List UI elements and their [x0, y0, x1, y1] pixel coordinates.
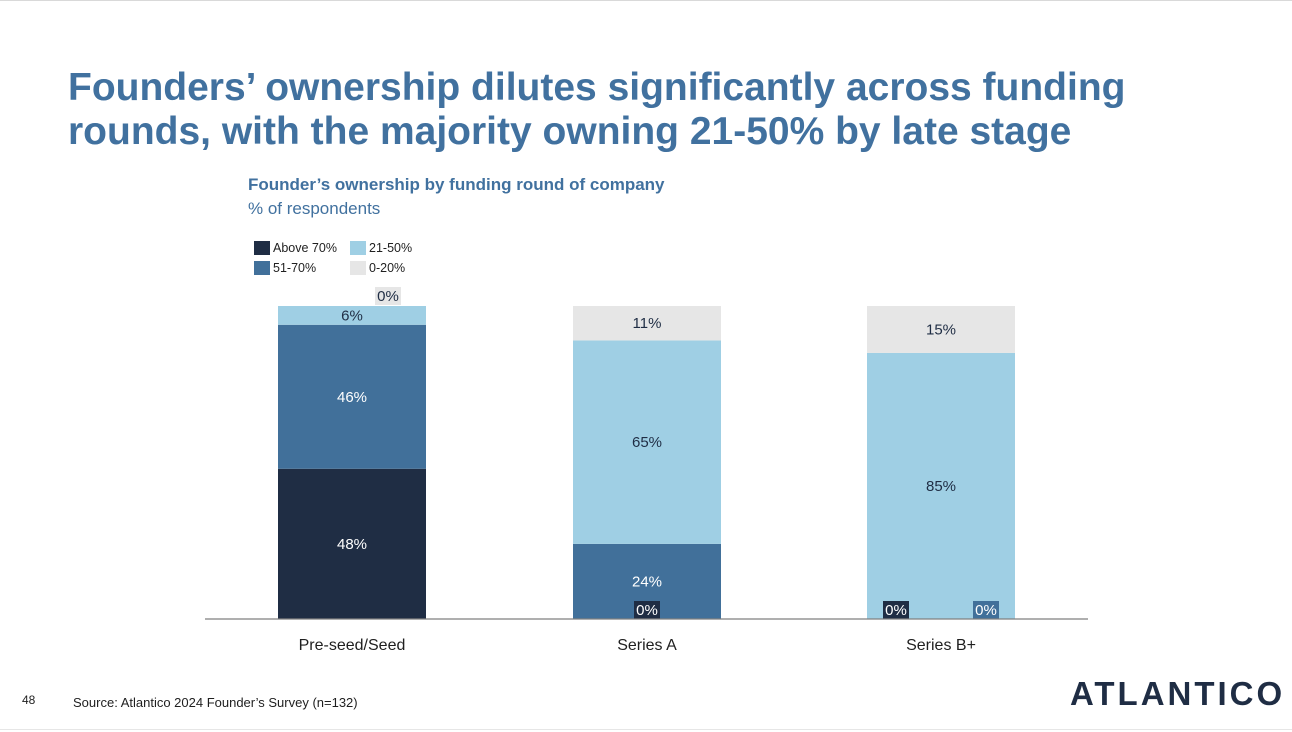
legend-swatch-0-20: [350, 261, 366, 275]
chart-units: % of respondents: [248, 199, 381, 218]
data-label-series-b-21-50: 85%: [926, 478, 956, 495]
data-label-pre-seed-seed-0-20: 0%: [377, 288, 399, 305]
data-label-pre-seed-seed-21-50: 6%: [341, 307, 363, 324]
bar-series-a-21-50: [573, 340, 721, 544]
legend-swatch-above-70: [254, 241, 270, 255]
slide-title-line-1: Founders’ ownership dilutes significantl…: [68, 66, 1126, 109]
page-number: 48: [22, 693, 36, 707]
data-label-series-b-51-70: 0%: [975, 602, 997, 619]
x-tick-label-series-b: Series B+: [906, 637, 976, 654]
legend-swatch-21-50: [350, 241, 366, 255]
data-label-series-a-51-70: 24%: [632, 573, 662, 590]
x-tick-label-series-a: Series A: [617, 637, 677, 654]
legend-label-51-70: 51-70%: [273, 261, 317, 275]
slide-title: Founders’ ownership dilutes significantl…: [68, 66, 1218, 154]
bar-series-b-0-20: [867, 306, 1015, 353]
x-tick-label-pre-seed-seed: Pre-seed/Seed: [299, 637, 406, 654]
zero-tag-bg-series-b-51-70: [973, 601, 999, 619]
data-label-series-b-above-70: 0%: [885, 602, 907, 619]
legend-label-0-20: 0-20%: [369, 261, 406, 275]
legend-item-above-70: Above 70%: [254, 241, 337, 255]
top-rule: [0, 0, 1292, 1]
zero-tag-bg-pre-seed-seed-0-20: [375, 287, 401, 305]
data-label-series-a-above-70: 0%: [636, 602, 658, 619]
bar-series-b-21-50: [867, 352, 1015, 619]
zero-tag-bg-series-a-above-70: [634, 601, 660, 619]
source-note: Source: Atlantico 2024 Founder’s Survey …: [73, 695, 358, 710]
legend-swatch-51-70: [254, 261, 270, 275]
bottom-rule: [0, 729, 1292, 730]
bar-series-a-0-20: [573, 306, 721, 341]
data-label-pre-seed-seed-above-70: 48%: [337, 536, 367, 553]
chart-subtitle: Founder’s ownership by funding round of …: [248, 175, 665, 194]
bar-pre-seed-seed-above-70: [278, 468, 426, 619]
bar-pre-seed-seed-21-50: [278, 306, 426, 325]
legend-item-21-50: 21-50%: [350, 241, 412, 255]
legend-item-0-20: 0-20%: [350, 261, 405, 275]
data-label-pre-seed-seed-51-70: 46%: [337, 389, 367, 406]
legend-label-above-70: Above 70%: [273, 241, 337, 255]
legend-item-51-70: 51-70%: [254, 261, 316, 275]
legend-label-21-50: 21-50%: [369, 241, 413, 255]
data-label-series-a-21-50: 65%: [632, 434, 662, 451]
slide-title-line-2: rounds, with the majority owning 21-50% …: [68, 110, 1072, 153]
chart-legend: Above 70% 21-50% 51-70% 0-20%: [254, 241, 454, 281]
data-label-series-a-0-20: 11%: [633, 315, 662, 332]
atlantico-logo: ATLANTICO: [1070, 675, 1286, 712]
bar-pre-seed-seed-51-70: [278, 324, 426, 469]
data-label-series-b-0-20: 15%: [926, 321, 956, 338]
zero-tag-bg-series-b-above-70: [883, 601, 909, 619]
